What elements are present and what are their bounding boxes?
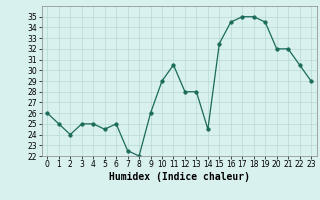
X-axis label: Humidex (Indice chaleur): Humidex (Indice chaleur) (109, 172, 250, 182)
